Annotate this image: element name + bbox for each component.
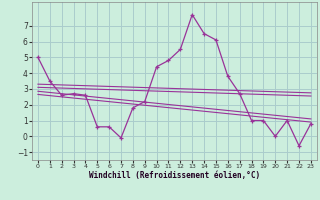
X-axis label: Windchill (Refroidissement éolien,°C): Windchill (Refroidissement éolien,°C) xyxy=(89,171,260,180)
